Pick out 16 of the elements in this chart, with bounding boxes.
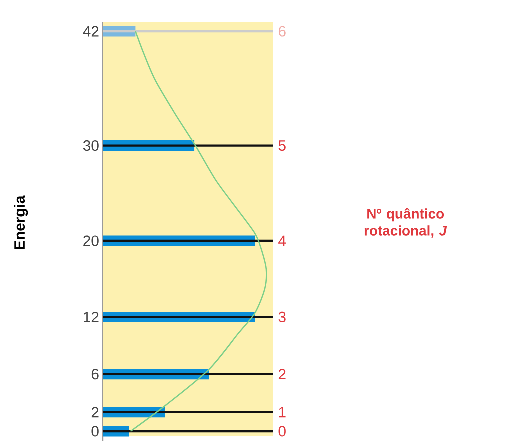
text: 3 bbox=[278, 312, 286, 322]
y-tick-label: 20 bbox=[84, 236, 99, 246]
y-tick-label: 6 bbox=[92, 369, 99, 380]
text: 0 bbox=[278, 426, 286, 437]
y-tick-label: 42 bbox=[83, 26, 99, 37]
y-tick-label: 30 bbox=[83, 140, 99, 152]
text: 4 bbox=[278, 236, 286, 246]
y-tick-label: 2 bbox=[92, 407, 99, 418]
y-tick-label: 0 bbox=[92, 426, 99, 437]
text: Nº quântico rotacional, J bbox=[364, 208, 448, 238]
text: 1 bbox=[279, 407, 286, 418]
y-axis-title: Energia bbox=[14, 196, 28, 250]
y-tick-label: 12 bbox=[84, 312, 99, 322]
text: 5 bbox=[278, 140, 286, 151]
text: 2 bbox=[278, 369, 286, 380]
text: 6 bbox=[278, 26, 286, 37]
